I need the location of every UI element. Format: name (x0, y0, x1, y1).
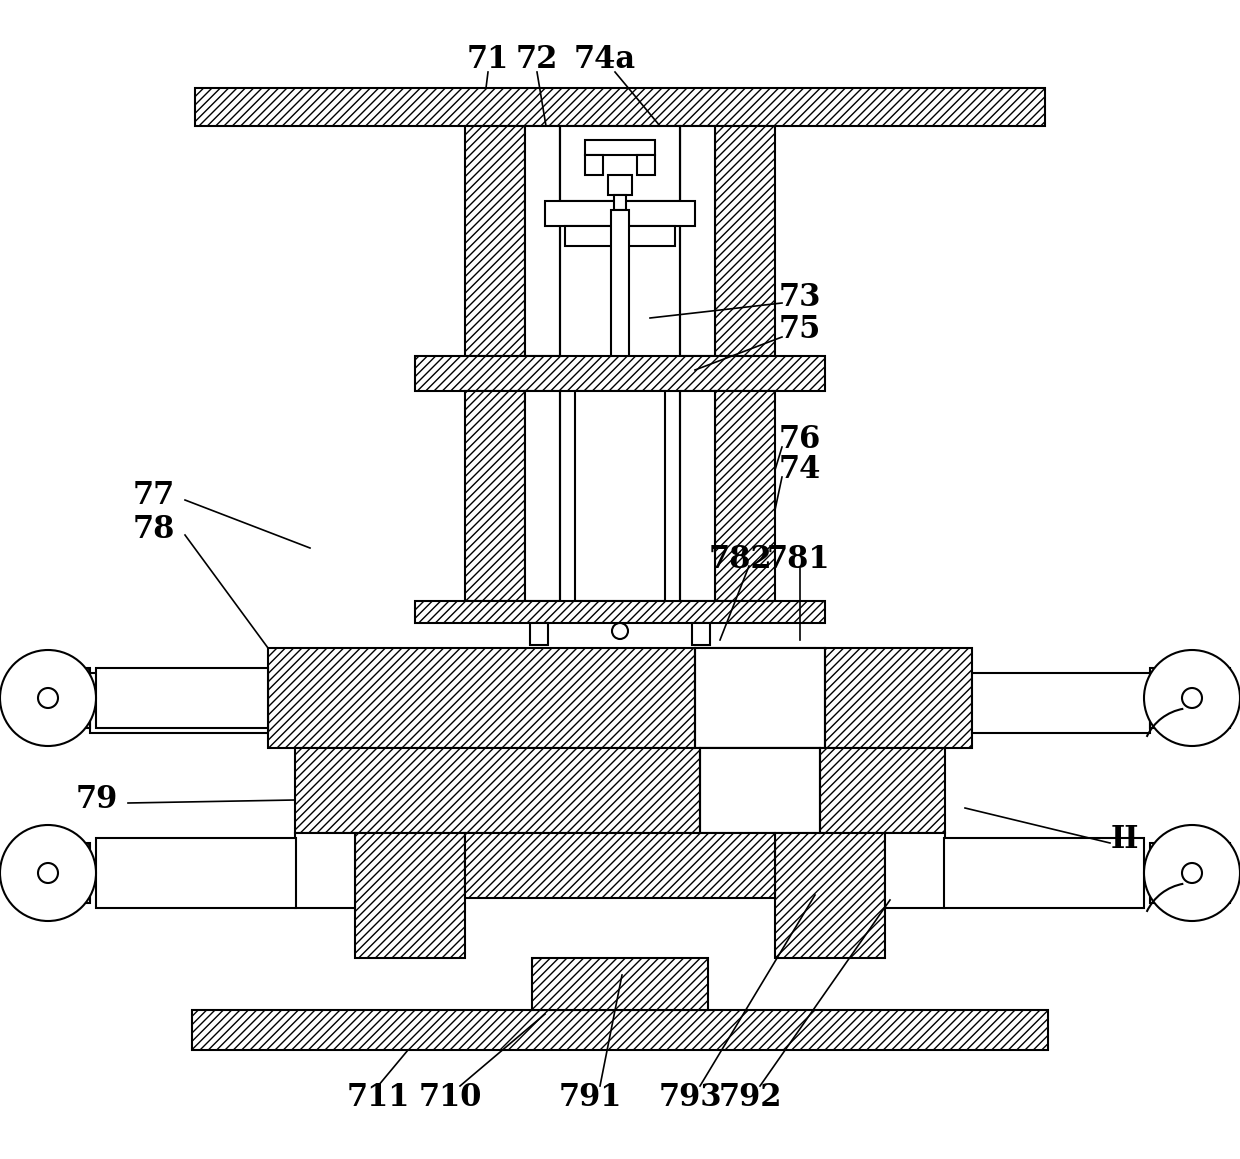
Bar (195, 88, 1045, 126)
Bar (268, 648, 972, 748)
Text: 74: 74 (779, 454, 821, 486)
Bar (1202, 668, 1230, 678)
Text: 77: 77 (133, 480, 175, 510)
Text: 79: 79 (76, 785, 118, 816)
Text: 71: 71 (467, 44, 510, 75)
Circle shape (1182, 688, 1202, 708)
Bar (78, 843, 91, 861)
Bar (529, 624, 548, 646)
Text: 792: 792 (718, 1083, 781, 1114)
Bar (608, 175, 632, 195)
Circle shape (1145, 650, 1240, 746)
Text: 76: 76 (779, 424, 821, 455)
Bar (20, 717, 48, 728)
Bar (78, 885, 91, 903)
Bar (20, 668, 48, 678)
Bar (78, 710, 91, 728)
Bar (20, 843, 48, 853)
Bar (1149, 668, 1162, 686)
Text: 78: 78 (133, 515, 175, 546)
Bar (95, 668, 268, 728)
Bar (701, 748, 820, 833)
Circle shape (1182, 863, 1202, 883)
Bar (78, 668, 91, 686)
Bar (525, 391, 560, 602)
Bar (715, 391, 775, 602)
Bar (692, 624, 711, 646)
Bar (20, 892, 48, 903)
Bar (525, 126, 560, 356)
Text: 711: 711 (346, 1083, 409, 1114)
Circle shape (1145, 825, 1240, 921)
Bar (680, 126, 715, 356)
Bar (560, 126, 680, 201)
Circle shape (0, 825, 95, 921)
Text: 781: 781 (766, 545, 830, 576)
Bar (355, 833, 465, 958)
Bar (415, 356, 825, 391)
Text: 710: 710 (418, 1083, 481, 1114)
Text: 791: 791 (558, 1083, 621, 1114)
Bar (465, 126, 525, 356)
Bar (972, 673, 1149, 732)
Bar (680, 391, 715, 602)
Bar (465, 391, 525, 602)
Bar (532, 958, 708, 1009)
Bar (1202, 892, 1230, 903)
Bar (885, 833, 945, 907)
Bar (694, 648, 825, 748)
Bar (715, 126, 775, 356)
Text: 74a: 74a (574, 44, 636, 75)
Bar (295, 748, 945, 833)
Bar (585, 155, 603, 175)
Circle shape (38, 688, 58, 708)
Bar (614, 195, 626, 210)
Bar (565, 226, 675, 246)
Bar (465, 833, 775, 898)
Circle shape (38, 863, 58, 883)
Text: 73: 73 (779, 283, 821, 313)
Bar (1149, 710, 1162, 728)
Text: 793: 793 (658, 1083, 722, 1114)
Bar (546, 201, 694, 226)
Bar (585, 140, 655, 155)
Bar (295, 833, 355, 907)
Bar (95, 838, 296, 907)
Bar (192, 1009, 1048, 1050)
Bar (775, 833, 885, 958)
Bar (415, 602, 825, 624)
Bar (944, 838, 1145, 907)
Bar (1202, 843, 1230, 853)
Text: 75: 75 (779, 314, 821, 345)
Circle shape (0, 650, 95, 746)
Bar (575, 391, 665, 602)
Text: II: II (1111, 824, 1140, 855)
Circle shape (613, 624, 627, 639)
Text: 72: 72 (516, 44, 558, 75)
Bar (1202, 717, 1230, 728)
Bar (91, 673, 268, 732)
Bar (637, 155, 655, 175)
Bar (611, 210, 629, 490)
Text: 782: 782 (708, 545, 771, 576)
Bar (1149, 843, 1162, 861)
Bar (1149, 885, 1162, 903)
